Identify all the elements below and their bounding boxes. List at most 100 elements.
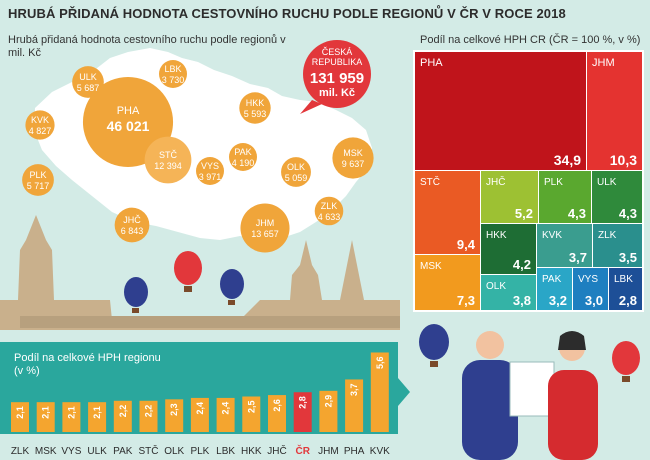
bar-value-label: 2,3: [169, 403, 179, 416]
bar-vys: 2,1 VYS: [61, 402, 82, 457]
treemap-name-label: ZLK: [598, 230, 617, 241]
bar-category-label: KVK: [370, 446, 390, 457]
treemap-cell-ulk: ULK 4,3: [592, 171, 642, 223]
bubble-name-label: KVK: [31, 115, 49, 125]
bubble-circle: [22, 164, 54, 196]
bar-category-label: JHM: [318, 446, 339, 457]
bubble-name-label: STČ: [159, 150, 178, 160]
treemap-cell-rect: [573, 268, 608, 310]
bar-category-label: PLK: [190, 446, 209, 457]
treemap-cell-olk: OLK 3,8: [481, 275, 536, 310]
bubble-name-label: OLK: [287, 162, 305, 172]
bar-kvk: 5,6 KVK: [370, 352, 390, 457]
bubble-circle: [240, 203, 290, 253]
bar-value-label: 2,1: [66, 406, 76, 419]
treemap-cell-kvk: KVK 3,7: [537, 224, 592, 267]
bar-value-label: 2,6: [272, 399, 282, 412]
bubble-name-label: ULK: [79, 72, 97, 82]
bar-rect: [268, 395, 286, 432]
treemap-cell-jhm: JHM 10,3: [587, 52, 642, 170]
bridge: [20, 316, 400, 328]
treemap-cell-rect: [587, 52, 642, 170]
bubble-value-label: 3 730: [162, 75, 185, 85]
bar-value-label: 2,8: [298, 396, 308, 409]
bubble-value-label: 5 687: [77, 83, 100, 93]
bar-plk: 2,4 PLK: [190, 397, 210, 457]
balloon-icon: [419, 324, 449, 367]
treemap-name-label: JHČ: [486, 175, 505, 188]
bar-category-label: ULK: [87, 446, 107, 457]
bar-category-label: ZLK: [11, 446, 30, 457]
bar-rect: [139, 400, 158, 432]
treemap-cell-rect: [481, 171, 538, 223]
bar-stč: 2,2 STČ: [139, 400, 159, 457]
treemap-cell-lbk: LBK 2,8: [609, 268, 642, 310]
treemap-cell-rect: [415, 171, 480, 254]
bubble-circle: [25, 110, 55, 140]
page-title: HRUBÁ PŘIDANÁ HODNOTA CESTOVNÍHO RUCHU P…: [8, 6, 566, 21]
treemap-name-label: HKK: [486, 230, 507, 241]
treemap-cell-rect: [593, 224, 642, 267]
bar-category-label: JHČ: [267, 444, 286, 457]
bar-value-label: 2,4: [195, 402, 205, 415]
treemap-name-label: LBK: [614, 274, 633, 285]
treemap-cell-pha: PHA 34,9: [415, 52, 586, 170]
treemap-value-label: 2,8: [619, 293, 637, 308]
bar-category-label: LBK: [216, 446, 235, 457]
treemap-value-label: 9,4: [457, 237, 476, 252]
bar-jhč: 2,6 JHČ: [267, 395, 287, 457]
bubble-value-label: 46 021: [107, 118, 150, 134]
bar-rect: [88, 402, 107, 432]
bubble-name-label: PHA: [117, 105, 140, 117]
bar-msk: 2,1 MSK: [35, 402, 57, 457]
bubble-value-label: 4 827: [29, 126, 52, 136]
treemap-value-label: 3,2: [549, 293, 567, 308]
map-subtitle: Hrubá přidaná hodnota cestovního ruchu p…: [8, 34, 286, 59]
total-unit: mil. Kč: [319, 87, 355, 99]
treemap-cell-rect: [592, 171, 642, 223]
bubble-circle: [332, 137, 374, 179]
treemap-value-label: 3,5: [619, 250, 637, 265]
bar-rect: [345, 379, 364, 432]
bar-value-label: 2,1: [41, 406, 51, 419]
bar-category-label: PHA: [344, 446, 365, 457]
treemap-cell-plk: PLK 4,3: [539, 171, 591, 223]
bar-pak: 2,2 PAK: [113, 400, 133, 457]
bubble-name-label: LBK: [164, 64, 181, 74]
bar-rect: [113, 400, 132, 432]
bar-rect: [319, 390, 338, 432]
bar-rect: [36, 402, 55, 432]
balloon-icon: [124, 277, 148, 313]
treemap-value-label: 4,2: [513, 257, 531, 272]
treemap-cell-jhč: JHČ 5,2: [481, 171, 538, 223]
bubble-name-label: PAK: [234, 147, 251, 157]
bubble-circle: [239, 92, 271, 124]
treemap-value-label: 3,7: [569, 250, 587, 265]
bar-lbk: 2,4 LBK: [216, 397, 235, 457]
bubble-circle: [144, 136, 192, 184]
treemap-value-label: 3,8: [513, 293, 531, 308]
bar-value-label: 2,9: [323, 395, 333, 408]
bar-chart-title: Podíl na celkové HPH regionu (v %): [14, 352, 161, 377]
bar-category-label: OLK: [164, 446, 184, 457]
bubble-name-label: VYS: [201, 161, 219, 171]
bar-hkk: 2,5 HKK: [241, 396, 262, 457]
bubble-name-label: JHČ: [123, 215, 141, 225]
bubble-value-label: 6 843: [121, 226, 144, 236]
bar-value-label: 2,1: [15, 406, 25, 419]
bubble-value-label: 13 657: [251, 229, 279, 239]
treemap-value-label: 3,0: [585, 293, 603, 308]
bubble-value-label: 12 394: [154, 161, 182, 171]
treemap-value-label: 4,3: [568, 206, 586, 221]
bar-value-label: 2,2: [144, 405, 154, 418]
bubble-circle: [72, 66, 104, 98]
